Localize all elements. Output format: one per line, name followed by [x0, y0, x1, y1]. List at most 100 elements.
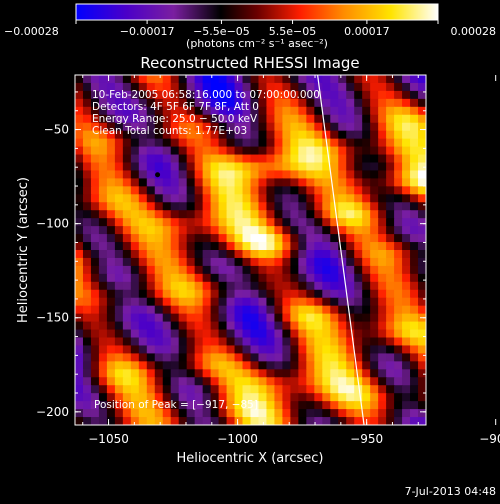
heatmap-pixel: [162, 369, 172, 378]
heatmap-pixel: [178, 138, 188, 148]
heatmap-pixel: [130, 82, 140, 92]
heatmap-pixel: [410, 297, 419, 307]
heatmap-pixel: [186, 226, 196, 235]
heatmap-pixel: [338, 114, 347, 124]
heatmap-pixel: [258, 281, 268, 291]
heatmap-pixel: [282, 353, 291, 362]
heatmap-pixel: [106, 162, 116, 172]
heatmap-pixel: [386, 345, 395, 354]
heatmap-pixel: [274, 345, 284, 354]
heatmap-pixel: [162, 321, 172, 331]
heatmap-pixel: [234, 250, 244, 259]
heatmap-pixel: [402, 393, 411, 402]
heatmap-pixel: [234, 369, 244, 378]
heatmap-pixel: [330, 345, 339, 354]
heatmap-pixel: [378, 361, 387, 370]
heatmap-pixel: [114, 289, 124, 299]
heatmap-pixel: [346, 82, 355, 92]
heatmap-pixel: [402, 178, 411, 187]
heatmap-pixel: [386, 178, 395, 187]
heatmap-pixel: [290, 369, 299, 378]
heatmap-pixel: [242, 250, 252, 259]
heatmap-pixel: [290, 138, 299, 148]
heatmap-pixel: [274, 273, 284, 283]
heatmap-pixel: [250, 202, 260, 211]
heatmap-pixel: [186, 297, 196, 307]
heatmap-pixel: [322, 409, 331, 418]
heatmap-pixel: [122, 417, 132, 425]
heatmap-pixel: [386, 138, 395, 148]
heatmap-pixel: [314, 401, 323, 410]
heatmap-pixel: [354, 329, 363, 339]
heatmap-pixel: [242, 234, 252, 243]
heatmap-pixel: [218, 122, 228, 132]
heatmap-pixel: [162, 186, 172, 195]
heatmap-pixel: [266, 98, 276, 108]
heatmap-pixel: [234, 146, 244, 156]
heatmap-pixel: [146, 226, 156, 235]
heatmap-pixel: [178, 114, 188, 124]
heatmap-pixel: [242, 313, 252, 323]
heatmap-pixel: [234, 90, 244, 100]
heatmap-pixel: [210, 321, 220, 331]
heatmap-pixel: [362, 369, 371, 378]
heatmap-pixel: [242, 162, 252, 172]
heatmap-pixel: [378, 329, 387, 339]
heatmap-pixel: [258, 250, 268, 259]
heatmap-pixel: [346, 273, 355, 283]
heatmap-pixel: [170, 226, 180, 235]
heatmap-pixel: [378, 130, 387, 140]
heatmap-pixel: [314, 162, 323, 172]
heatmap-pixel: [386, 234, 395, 243]
heatmap-pixel: [98, 218, 108, 227]
heatmap-pixel: [410, 369, 419, 378]
heatmap-pixel: [130, 305, 140, 315]
heatmap-pixel: [338, 106, 347, 116]
heatmap-pixel: [386, 385, 395, 394]
heatmap-pixel: [90, 186, 100, 195]
heatmap-pixel: [282, 226, 291, 235]
heatmap-pixel: [234, 162, 244, 172]
heatmap-pixel: [386, 337, 395, 347]
heatmap-pixel: [394, 289, 403, 299]
heatmap-pixel: [330, 186, 339, 195]
heatmap-pixel: [274, 329, 284, 339]
heatmap-pixel: [258, 417, 268, 425]
observation-annotations: 10‑Feb‑2005 06:58:16.000 to 07:00:00.000…: [92, 89, 320, 137]
heatmap-pixel: [82, 281, 92, 291]
heatmap-pixel: [138, 369, 148, 378]
heatmap-pixel: [346, 114, 355, 124]
heatmap-pixel: [186, 178, 196, 187]
heatmap-pixel: [314, 305, 323, 315]
heatmap-pixel: [130, 178, 140, 187]
heatmap-pixel: [106, 82, 116, 92]
heatmap-pixel: [306, 82, 315, 92]
heatmap-pixel: [106, 329, 116, 339]
heatmap-pixel: [138, 353, 148, 362]
heatmap-pixel: [378, 146, 387, 156]
heatmap-pixel: [266, 281, 276, 291]
heatmap-pixel: [338, 273, 347, 283]
heatmap-pixel: [154, 393, 164, 402]
heatmap-pixel: [130, 385, 140, 394]
heatmap-pixel: [130, 146, 140, 156]
heatmap-pixel: [194, 226, 204, 235]
heatmap-pixel: [258, 401, 268, 410]
heatmap-pixel: [82, 170, 92, 179]
heatmap-pixel: [186, 202, 196, 211]
heatmap-pixel: [418, 417, 426, 425]
heatmap-pixel: [154, 154, 164, 164]
heatmap-pixel: [330, 122, 339, 132]
heatmap-pixel: [154, 178, 164, 187]
heatmap-pixel: [410, 146, 419, 156]
heatmap-pixel: [282, 234, 291, 243]
heatmap-pixel: [178, 106, 188, 116]
heatmap-pixel: [90, 281, 100, 291]
heatmap-pixel: [218, 409, 228, 418]
heatmap-pixel: [146, 146, 156, 156]
heatmap-pixel: [418, 178, 426, 187]
heatmap-pixel: [114, 281, 124, 291]
heatmap-pixel: [178, 409, 188, 418]
heatmap-pixel: [418, 393, 426, 402]
heatmap-pixel: [282, 361, 291, 370]
